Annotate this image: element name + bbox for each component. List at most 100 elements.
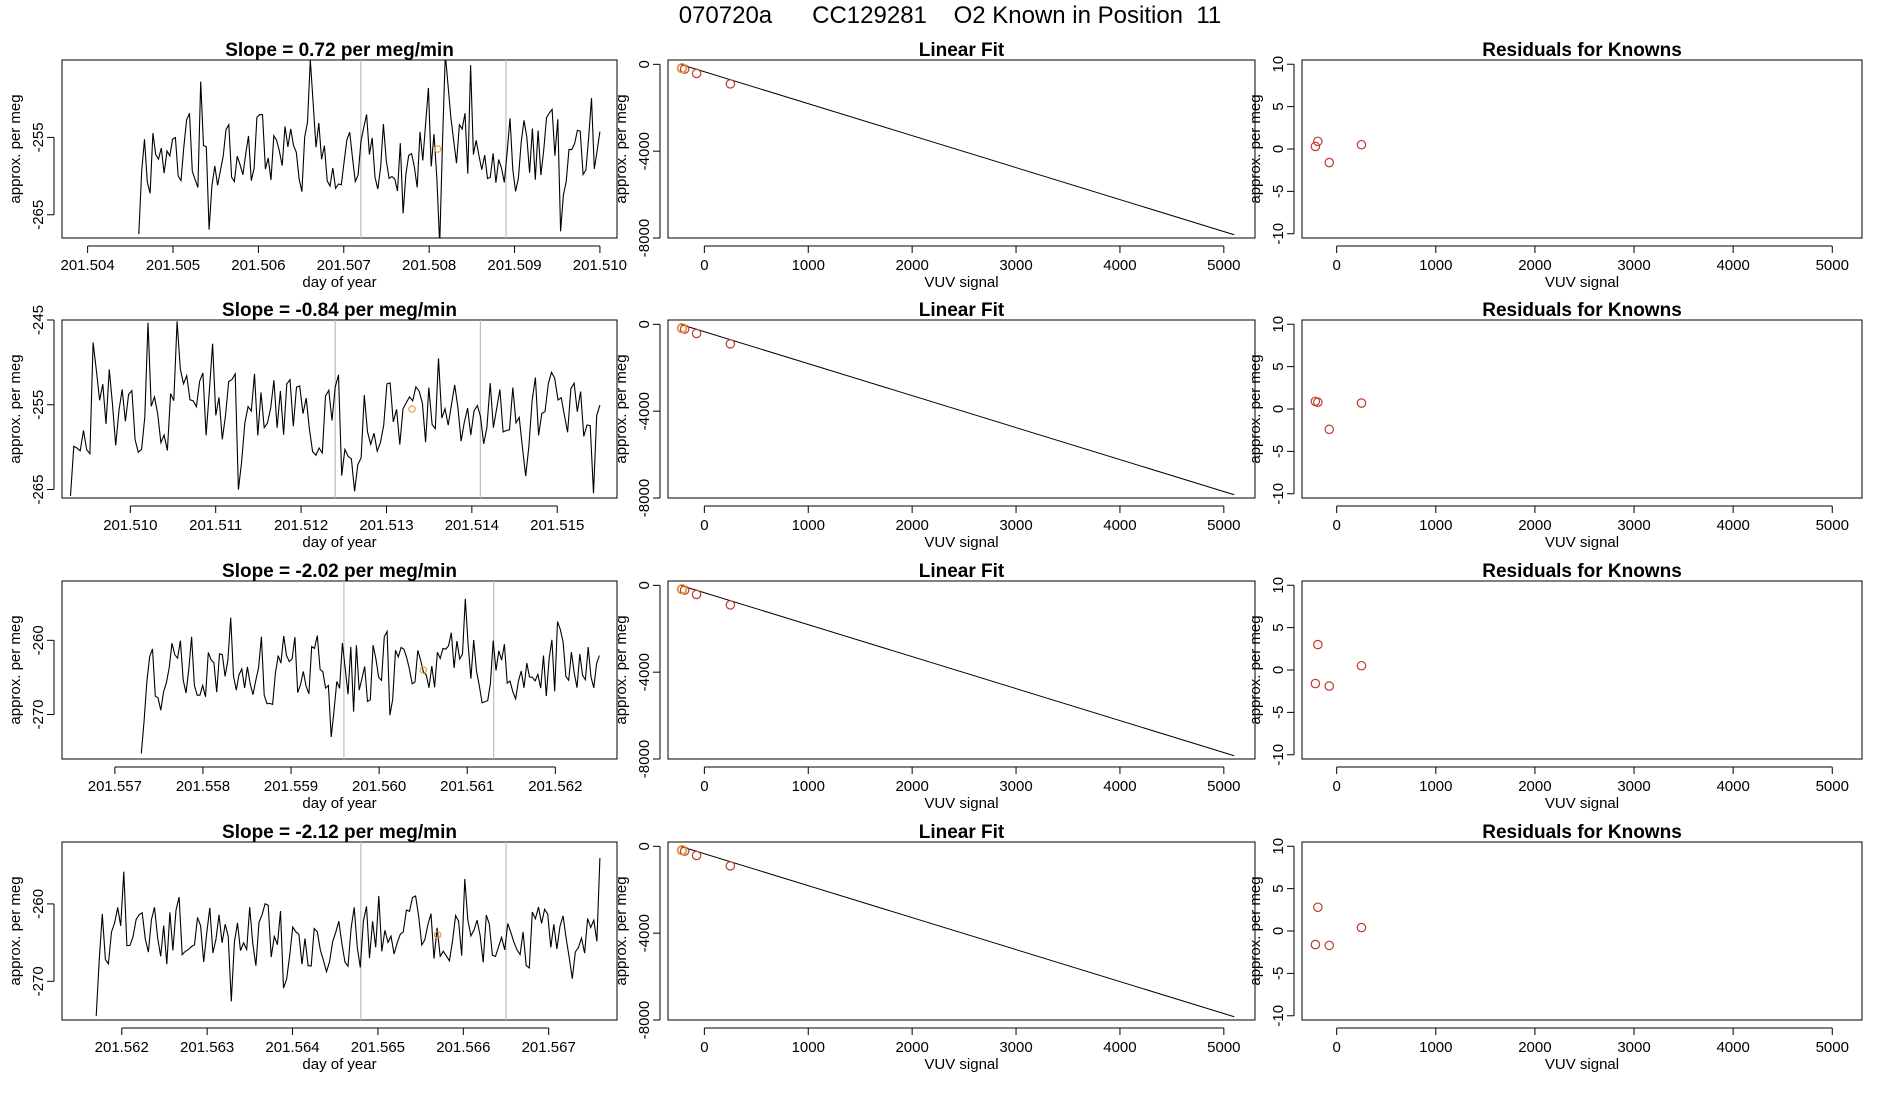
panel-2-3: Residuals for Knowns 0 1000 2000 3000 4000 500… xyxy=(1247,300,1863,551)
x-tick-label: 3000 xyxy=(1617,257,1650,274)
data-layer xyxy=(676,322,1235,496)
x-tick-label: 201.509 xyxy=(487,257,541,274)
x-tick-label: 1000 xyxy=(1419,778,1452,795)
data-point xyxy=(725,600,736,610)
data-point xyxy=(691,850,702,861)
y-tick-label: -4000 xyxy=(636,132,653,170)
plot-frame xyxy=(61,59,618,239)
y-tick-label: -265 xyxy=(30,475,47,505)
x-tick-label: 201.510 xyxy=(573,257,627,274)
data-point xyxy=(408,405,416,413)
x-axis-label: VUV signal xyxy=(1545,274,1619,291)
x-tick-label: 2000 xyxy=(1518,778,1551,795)
panel-4-2: Linear Fit 0 1000 2000 3000 4000 5000 VUV signa… xyxy=(613,822,1256,1073)
y-tick-label: -245 xyxy=(30,305,47,335)
x-tick-label: 1000 xyxy=(1419,517,1452,534)
plot-frame xyxy=(1301,580,1863,760)
x-tick-label: 201.560 xyxy=(352,778,406,795)
data-point xyxy=(433,145,442,153)
x-tick-label: 5000 xyxy=(1207,778,1240,795)
x-tick-label: 201.559 xyxy=(264,778,318,795)
x-tick-label: 201.510 xyxy=(103,517,157,534)
y-tick-label: -8000 xyxy=(636,479,653,517)
x-tick-label: 201.515 xyxy=(530,517,584,534)
data-point xyxy=(1356,922,1367,933)
x-axis-label: day of year xyxy=(302,534,376,551)
x-tick-label: 3000 xyxy=(1617,517,1650,534)
panel-3-1: Slope = -2.02 per meg/min 201.557 201.558 2… xyxy=(7,561,618,812)
x-axis-label: VUV signal xyxy=(924,1056,998,1073)
x-tick-label: 4000 xyxy=(1103,1039,1136,1056)
series-trace xyxy=(138,60,601,238)
data-point xyxy=(1324,681,1335,691)
y-tick-label: 5 xyxy=(1270,102,1287,110)
y-tick-label: -8000 xyxy=(636,740,653,778)
page-title: 070720a CC129281 O2 Known in Position 11 xyxy=(678,2,1222,29)
y-tick-label: 5 xyxy=(1270,623,1287,631)
data-point xyxy=(725,79,736,89)
y-axis-label: approx. per meg xyxy=(7,94,24,203)
fit-line xyxy=(680,845,1235,1018)
plot-frame xyxy=(1301,841,1863,1021)
x-tick-label: 2000 xyxy=(1518,517,1551,534)
y-tick-label: -260 xyxy=(30,889,47,919)
x-tick-label: 1000 xyxy=(792,778,825,795)
x-tick-label: 201.558 xyxy=(176,778,230,795)
data-point xyxy=(691,589,702,600)
y-tick-label: -8000 xyxy=(636,1001,653,1039)
data-point xyxy=(1313,639,1323,650)
data-layer xyxy=(95,842,601,1020)
x-axis-label: VUV signal xyxy=(924,795,998,812)
panel-4-1: Slope = -2.12 per meg/min 201.562 201.563 2… xyxy=(7,822,618,1073)
data-point xyxy=(1310,678,1321,689)
x-tick-label: 201.505 xyxy=(146,257,200,274)
x-tick-label: 3000 xyxy=(999,517,1032,534)
data-point xyxy=(725,861,736,871)
series-trace xyxy=(140,598,600,754)
y-tick-label: 5 xyxy=(1270,884,1287,892)
y-tick-label: -10 xyxy=(1270,223,1287,245)
y-tick-label: 10 xyxy=(1270,316,1287,333)
y-tick-label: 0 xyxy=(1270,666,1287,674)
y-axis-label: approx. per meg xyxy=(7,615,24,724)
x-tick-label: 5000 xyxy=(1816,1039,1849,1056)
x-tick-label: 0 xyxy=(700,517,708,534)
data-point xyxy=(1356,398,1367,408)
x-tick-label: 201.506 xyxy=(231,257,285,274)
panel-1-1: Slope = 0.72 per meg/min 201.504 201.505 20… xyxy=(7,40,627,291)
x-tick-label: 2000 xyxy=(895,257,928,274)
panel-4-3: Residuals for Knowns 0 1000 2000 3000 4000 500… xyxy=(1247,822,1863,1073)
y-tick-label: 10 xyxy=(1270,56,1287,73)
data-point xyxy=(419,666,427,674)
plot-title: Linear Fit xyxy=(919,40,1005,61)
data-point xyxy=(1310,141,1321,152)
data-point-highlight xyxy=(676,844,688,856)
y-tick-label: -4000 xyxy=(636,653,653,691)
plot-frame xyxy=(667,59,1256,239)
x-tick-label: 2000 xyxy=(895,517,928,534)
data-point xyxy=(1356,139,1367,150)
data-point xyxy=(1313,902,1323,913)
x-axis-label: VUV signal xyxy=(1545,534,1619,551)
fit-line xyxy=(680,63,1235,236)
panel-2-1: Slope = -0.84 per meg/min 201.510 201.511 2… xyxy=(7,300,618,551)
x-tick-label: 201.504 xyxy=(60,257,114,274)
plot-title: Slope = -0.84 per meg/min xyxy=(222,300,457,321)
x-tick-label: 0 xyxy=(700,778,708,795)
x-tick-label: 5000 xyxy=(1207,257,1240,274)
x-tick-label: 4000 xyxy=(1716,517,1749,534)
x-tick-label: 1000 xyxy=(792,257,825,274)
x-tick-label: 1000 xyxy=(1419,1039,1452,1056)
y-axis-label: approx. per meg xyxy=(7,876,24,985)
plot-frame xyxy=(61,319,618,499)
data-layer xyxy=(1310,902,1367,951)
x-tick-label: 3000 xyxy=(999,1039,1032,1056)
y-tick-label: 10 xyxy=(1270,838,1287,855)
x-tick-label: 3000 xyxy=(1617,1039,1650,1056)
plot-frame xyxy=(61,580,618,760)
y-tick-label: 10 xyxy=(1270,577,1287,594)
x-tick-label: 201.514 xyxy=(445,517,499,534)
data-point xyxy=(1324,157,1335,168)
x-axis-label: VUV signal xyxy=(1545,795,1619,812)
